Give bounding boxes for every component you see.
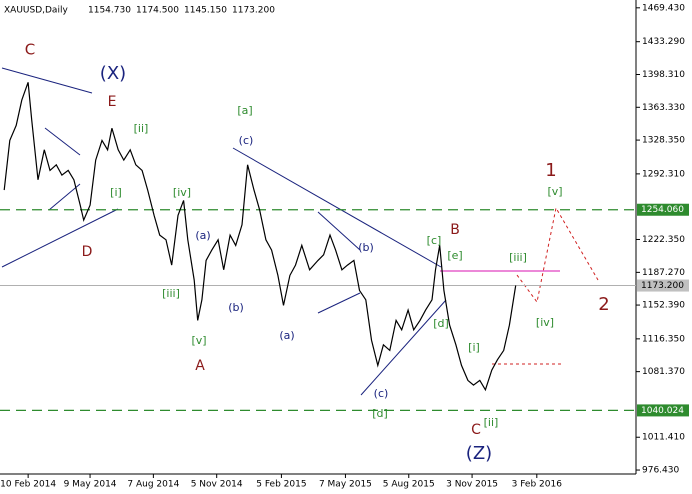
wave-label: (a) — [279, 329, 294, 342]
wave-label: A — [195, 358, 205, 374]
wave-label: [iv] — [173, 186, 191, 199]
x-tick-label: 7 Aug 2014 — [127, 480, 179, 490]
x-tick-label: 3 Nov 2015 — [446, 480, 498, 490]
x-tick-label: 7 May 2015 — [319, 480, 372, 490]
price-badge-label: 1173.200 — [641, 281, 684, 291]
wave-label: [v] — [547, 185, 562, 198]
x-tick-label: 10 Feb 2014 — [0, 480, 56, 490]
wave-label: [ii] — [484, 416, 499, 429]
x-tick-label: 5 Aug 2015 — [383, 480, 435, 490]
wave-label: B — [450, 222, 460, 238]
wave-label: [c] — [427, 234, 442, 247]
wave-label: [a] — [237, 104, 252, 117]
wave-label: C — [25, 41, 35, 59]
wave-label: [d] — [433, 317, 449, 330]
y-tick-label: 1116.350 — [642, 334, 685, 344]
trend-line — [360, 299, 447, 396]
ohlc-value: 1174.500 — [136, 6, 179, 16]
wave-label: C — [471, 422, 481, 438]
y-tick-label: 1469.430 — [642, 3, 685, 13]
ohlc-value: 1173.200 — [232, 6, 275, 16]
wave-label: [e] — [447, 249, 462, 262]
wave-label: [v] — [191, 334, 206, 347]
y-tick-label: 1398.310 — [642, 70, 685, 80]
price-badge-label: 1040.024 — [641, 406, 684, 416]
wave-label: (X) — [100, 63, 126, 84]
x-tick-label: 3 Feb 2016 — [512, 480, 563, 490]
price-badge — [637, 404, 689, 417]
price-badge — [637, 203, 689, 216]
wave-label: 1 — [545, 160, 556, 181]
y-tick-label: 1328.350 — [642, 136, 685, 146]
wave-label: D — [82, 244, 93, 260]
wave-label: (b) — [358, 241, 374, 254]
y-tick-label: 1011.410 — [642, 433, 685, 443]
ohlc-value: 1154.730 — [88, 6, 131, 16]
trend-line — [317, 211, 361, 251]
wave-label: [d] — [372, 407, 388, 420]
price-badge — [637, 279, 689, 292]
x-tick-label: 9 May 2014 — [64, 480, 117, 490]
wave-label: [iii] — [509, 251, 527, 264]
price-badge-label: 1254.060 — [641, 205, 684, 215]
y-tick-label: 1433.290 — [642, 37, 685, 47]
price-line — [3, 82, 517, 392]
trend-line — [1, 208, 119, 268]
wave-label: [i] — [110, 186, 122, 199]
x-tick-label: 5 Nov 2014 — [191, 480, 243, 490]
trend-line — [232, 147, 442, 268]
x-tick-label: 5 Feb 2015 — [256, 480, 306, 490]
wave-label: (a) — [195, 229, 210, 242]
wave-label: (Z) — [466, 443, 492, 464]
wave-label: [ii] — [134, 122, 149, 135]
symbol: XAUUSD,Daily — [4, 6, 68, 16]
y-tick-label: 1363.330 — [642, 103, 685, 113]
y-tick-label: 1222.350 — [642, 235, 685, 245]
trend-line — [1, 67, 93, 94]
wave-label: (c) — [374, 387, 389, 400]
trend-lines — [1, 67, 447, 396]
y-tick-label: 976.430 — [642, 466, 679, 476]
wave-label: [i] — [468, 341, 480, 354]
trend-line — [48, 183, 81, 211]
trend-line — [317, 292, 361, 314]
trend-line — [44, 127, 81, 156]
wave-label: [iii] — [162, 287, 180, 300]
y-tick-label: 1152.390 — [642, 301, 685, 311]
y-tick-label: 1292.310 — [642, 169, 685, 179]
wave-label: [iv] — [536, 316, 554, 329]
y-tick-label: 1081.370 — [642, 367, 685, 377]
wave-label: E — [108, 94, 117, 110]
ohlc-value: 1145.150 — [184, 6, 227, 16]
wave-label: 2 — [598, 294, 609, 315]
y-tick-label: 1187.270 — [642, 268, 685, 278]
wave-label: (c) — [239, 134, 254, 147]
wave-label: (b) — [228, 301, 244, 314]
